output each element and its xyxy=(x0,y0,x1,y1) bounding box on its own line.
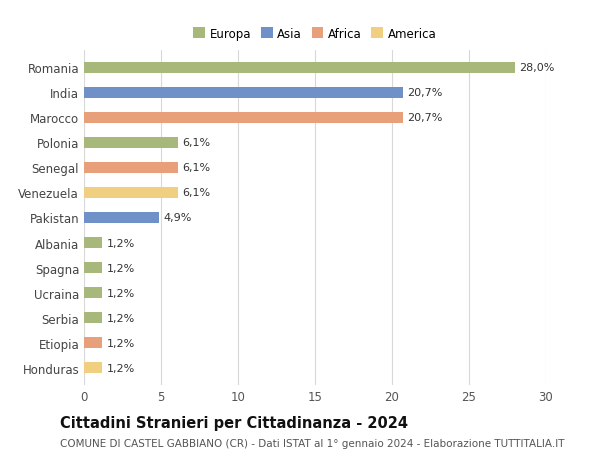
Text: 1,2%: 1,2% xyxy=(106,263,134,273)
Text: 1,2%: 1,2% xyxy=(106,288,134,298)
Bar xyxy=(84,337,103,349)
Bar xyxy=(84,87,403,99)
Bar xyxy=(84,213,160,224)
Bar xyxy=(84,237,103,249)
Text: 20,7%: 20,7% xyxy=(407,88,442,98)
Bar xyxy=(84,363,103,374)
Bar xyxy=(84,112,403,123)
Text: 1,2%: 1,2% xyxy=(106,338,134,348)
Legend: Europa, Asia, Africa, America: Europa, Asia, Africa, America xyxy=(188,23,442,45)
Text: 6,1%: 6,1% xyxy=(182,163,210,173)
Text: 6,1%: 6,1% xyxy=(182,138,210,148)
Bar xyxy=(84,187,178,199)
Text: 6,1%: 6,1% xyxy=(182,188,210,198)
Bar xyxy=(84,263,103,274)
Text: 4,9%: 4,9% xyxy=(163,213,191,223)
Bar xyxy=(84,162,178,174)
Text: 20,7%: 20,7% xyxy=(407,113,442,123)
Text: COMUNE DI CASTEL GABBIANO (CR) - Dati ISTAT al 1° gennaio 2024 - Elaborazione TU: COMUNE DI CASTEL GABBIANO (CR) - Dati IS… xyxy=(60,438,565,448)
Bar xyxy=(84,62,515,73)
Text: Cittadini Stranieri per Cittadinanza - 2024: Cittadini Stranieri per Cittadinanza - 2… xyxy=(60,415,408,431)
Bar xyxy=(84,287,103,299)
Bar xyxy=(84,137,178,149)
Text: 28,0%: 28,0% xyxy=(519,63,554,73)
Text: 1,2%: 1,2% xyxy=(106,238,134,248)
Text: 1,2%: 1,2% xyxy=(106,313,134,323)
Bar xyxy=(84,313,103,324)
Text: 1,2%: 1,2% xyxy=(106,363,134,373)
